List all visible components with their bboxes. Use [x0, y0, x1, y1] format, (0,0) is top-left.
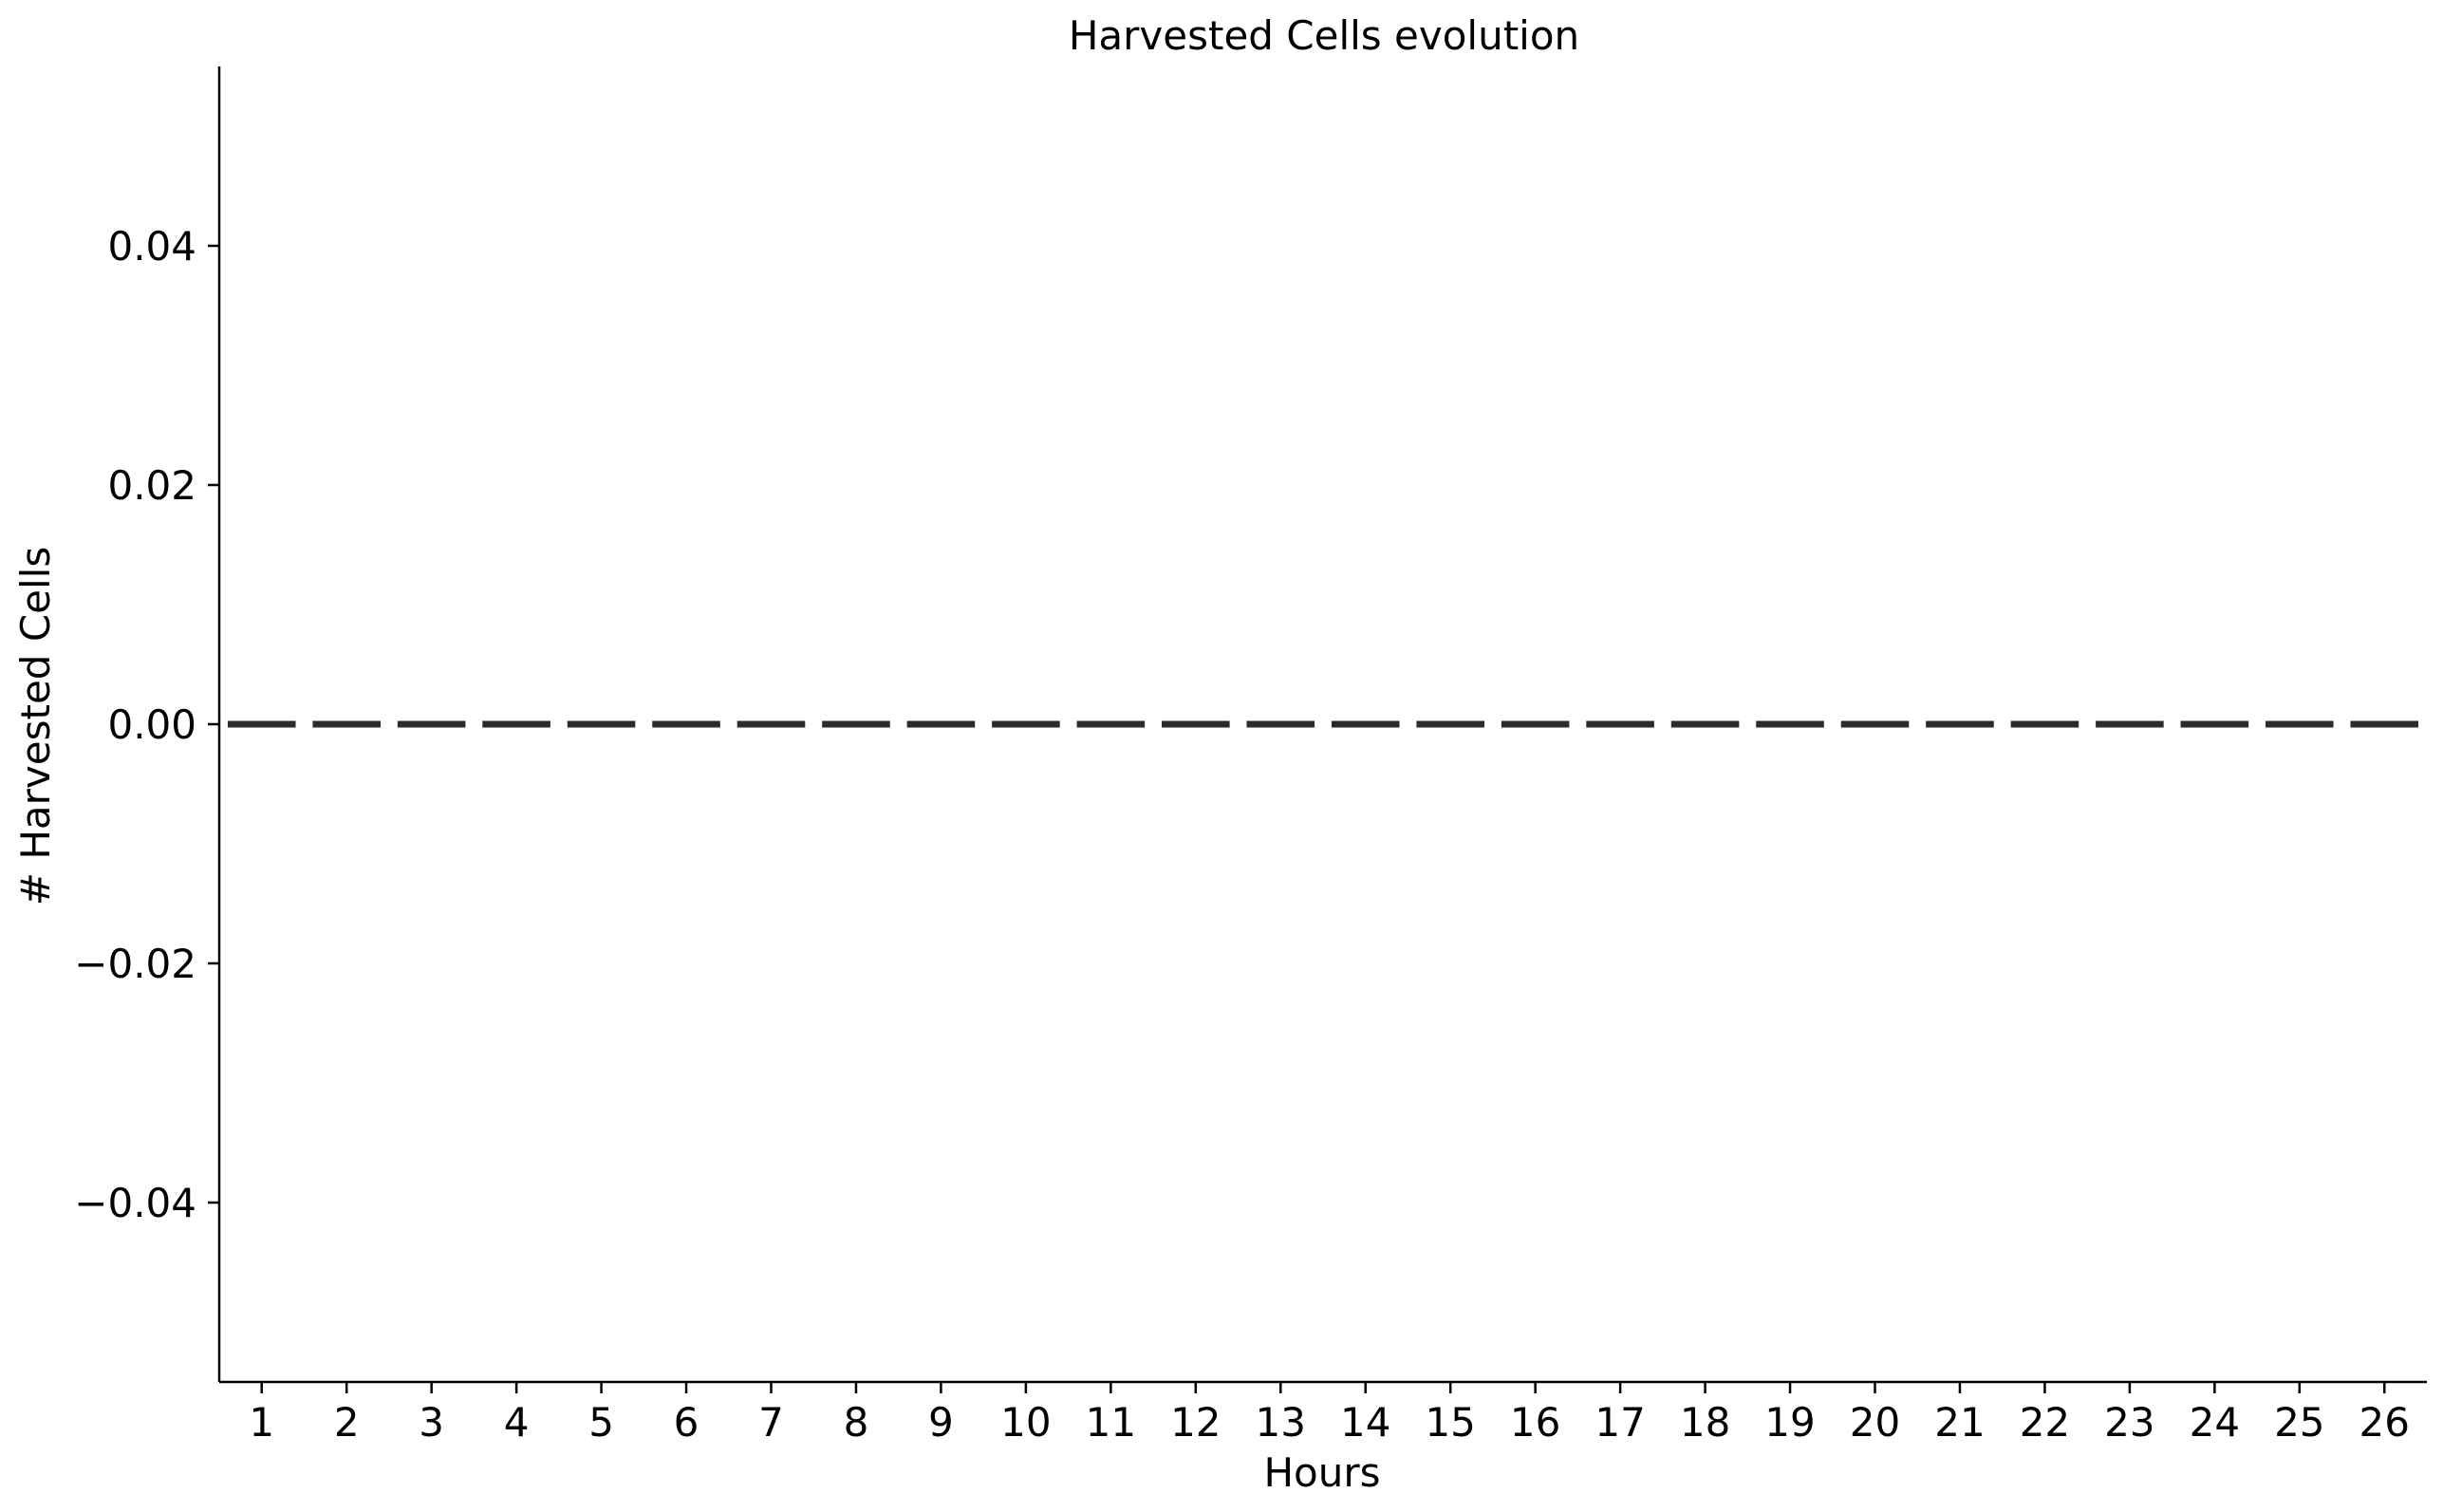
x-tick-label: 17 [1594, 1399, 1645, 1446]
x-tick-label: 25 [2274, 1399, 2324, 1446]
y-axis-label: # Harvested Cells [12, 547, 59, 905]
x-tick-label: 24 [2190, 1399, 2240, 1446]
y-tick-label: 0.02 [107, 462, 196, 509]
x-tick-label: 19 [1764, 1399, 1815, 1446]
x-tick-label: 11 [1086, 1399, 1136, 1446]
x-tick-label: 21 [1934, 1399, 1985, 1446]
x-tick-label: 20 [1850, 1399, 1900, 1446]
x-tick-label: 3 [419, 1399, 444, 1446]
y-tick-label: 0.04 [107, 223, 196, 270]
y-ticks: −0.04 −0.02 0.00 0.02 0.04 [74, 223, 219, 1226]
x-tick-label: 10 [1000, 1399, 1051, 1446]
x-tick-label: 22 [2020, 1399, 2070, 1446]
x-tick-label: 18 [1680, 1399, 1730, 1446]
x-tick-label: 14 [1340, 1399, 1390, 1446]
x-tick-label: 7 [758, 1399, 784, 1446]
y-tick-label: 0.00 [107, 701, 196, 748]
x-tick-label: 2 [334, 1399, 360, 1446]
chart-title: Harvested Cells evolution [1069, 12, 1579, 59]
x-axis-label: Hours [1263, 1449, 1380, 1496]
plot-area: −0.04−0.020.000.020.04 1 2 3 4 5 6 7 8 9 10 11 12 13… [74, 66, 2427, 1446]
x-tick-label: 13 [1256, 1399, 1306, 1446]
x-tick-label: 12 [1170, 1399, 1221, 1446]
x-tick-label: 26 [2359, 1399, 2410, 1446]
x-tick-label: 1 [249, 1399, 274, 1446]
x-tick-label: 6 [674, 1399, 699, 1446]
x-tick-label: 5 [588, 1399, 614, 1446]
x-tick-label: 9 [928, 1399, 954, 1446]
x-tick-label: 15 [1425, 1399, 1475, 1446]
x-tick-label: 4 [504, 1399, 530, 1446]
x-tick-label: 23 [2104, 1399, 2154, 1446]
x-tick-label: 8 [844, 1399, 869, 1446]
x-tick-label: 16 [1510, 1399, 1560, 1446]
y-tick-label: −0.02 [74, 941, 196, 987]
x-ticks: 1 2 3 4 5 6 7 8 9 10 11 12 13 14 15 16 17 18 19 20 21 22 23 24 2… [249, 1382, 2410, 1446]
y-tick-label: −0.04 [74, 1180, 196, 1226]
